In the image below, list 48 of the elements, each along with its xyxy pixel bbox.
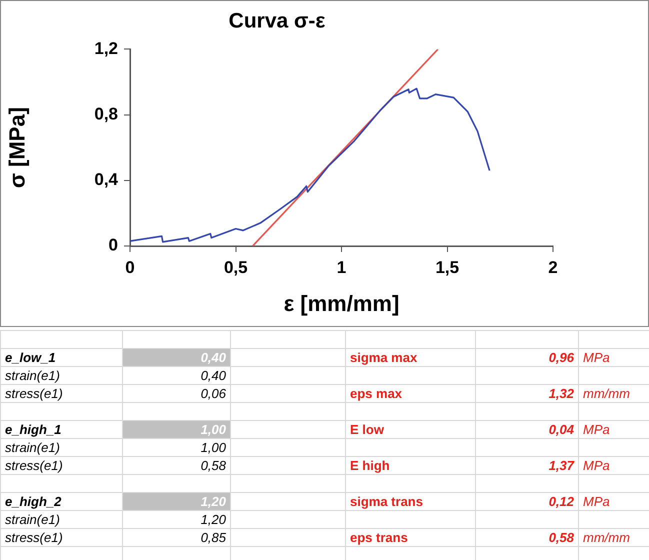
text: 1,00 (122, 420, 230, 438)
text: 0,40 (122, 348, 230, 366)
text: sigma trans (346, 492, 476, 510)
text: MPa (578, 348, 649, 366)
text: E low (346, 420, 476, 438)
y-tick-label: 1,2 (94, 38, 118, 58)
text: mm/mm (578, 384, 649, 402)
text: 0,12 (476, 492, 578, 510)
y-tick-label: 0,4 (94, 170, 119, 190)
text: 1,00 (122, 438, 230, 456)
y-axis-title: σ [MPa] (4, 107, 30, 188)
text: 0,85 (122, 528, 230, 546)
x-tick-label: 2 (548, 258, 558, 277)
text: 0,96 (476, 348, 578, 366)
text: E high (346, 456, 476, 474)
text: 1,37 (476, 456, 578, 474)
x-tick-label: 1,5 (435, 258, 460, 277)
text: 0,58 (122, 456, 230, 474)
text: 1,32 (476, 384, 578, 402)
text: mm/mm (578, 528, 649, 546)
text: eps trans (346, 528, 476, 546)
text: e_low_1 (0, 348, 122, 366)
x-tick-label: 1 (336, 258, 346, 277)
text: sigma max (346, 348, 476, 366)
text: strain(e1) (0, 438, 122, 456)
text: 1,20 (122, 492, 230, 510)
text: e_high_1 (0, 420, 122, 438)
text: strain(e1) (0, 510, 122, 528)
text: stress(e1) (0, 528, 122, 546)
y-tick-label: 0,8 (94, 104, 118, 124)
y-tick-label: 0 (108, 236, 118, 255)
text: strain(e1) (0, 366, 122, 384)
text: MPa (578, 456, 649, 474)
text: eps max (346, 384, 476, 402)
text: MPa (578, 492, 649, 510)
text: 0,58 (476, 528, 578, 546)
text: MPa (578, 420, 649, 438)
text: 0,40 (122, 366, 230, 384)
text: e_high_2 (0, 492, 122, 510)
text: stress(e1) (0, 456, 122, 474)
text: 1,20 (122, 510, 230, 528)
text: stress(e1) (0, 384, 122, 402)
x-tick-label: 0 (125, 258, 135, 277)
chart-title: Curva σ-ε (228, 9, 326, 32)
x-axis-title: ε [mm/mm] (284, 290, 400, 316)
x-tick-label: 0,5 (224, 258, 248, 277)
text: 0,06 (122, 384, 230, 402)
text: 0,04 (476, 420, 578, 438)
